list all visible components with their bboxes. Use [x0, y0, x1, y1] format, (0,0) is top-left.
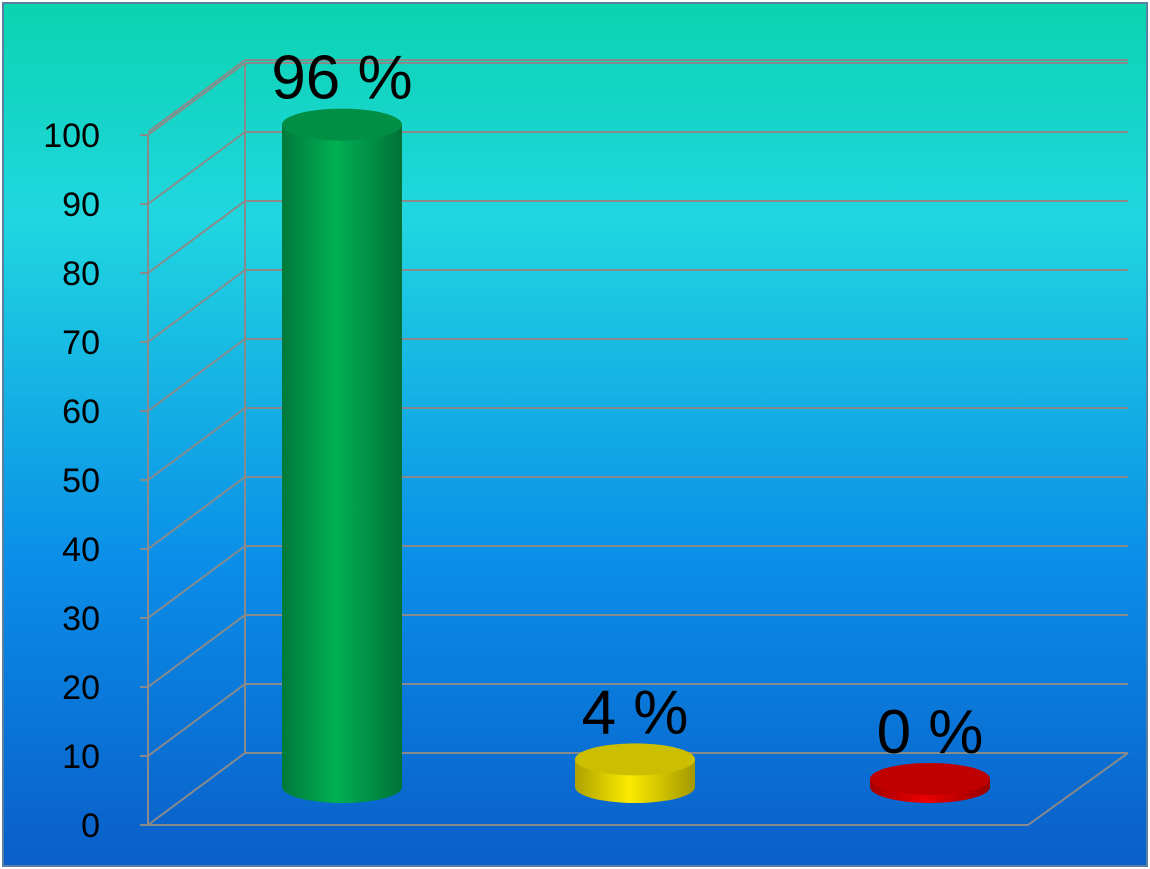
gridline-diagonal	[147, 62, 246, 136]
bar-0	[282, 108, 402, 804]
y-tick-label: 100	[43, 117, 100, 155]
bar-body	[282, 124, 402, 804]
gridline-diagonal	[147, 407, 246, 481]
data-label: 96 %	[271, 44, 412, 113]
gridline-diagonal	[147, 683, 246, 757]
y-tick-label: 50	[62, 462, 100, 500]
y-tick-label: 60	[62, 393, 100, 431]
gridline-diagonal	[147, 269, 246, 343]
gridline-diagonal	[147, 131, 246, 205]
y-tick-label: 70	[62, 324, 100, 362]
gridline-diagonal	[147, 545, 246, 619]
gridline-diagonal	[147, 338, 246, 412]
data-labels: 96 % 4 % 0 %	[271, 44, 983, 767]
y-axis-ticks: 0 10 20 30 40 50 60 70 80 90 100	[43, 117, 100, 845]
gridline-diagonal	[147, 200, 246, 274]
y-tick-label: 0	[81, 807, 100, 845]
bar-top	[282, 108, 402, 141]
y-tick-label: 30	[62, 600, 100, 638]
data-label: 0 %	[877, 698, 984, 767]
gridline-diagonal	[147, 614, 246, 688]
data-label: 4 %	[582, 678, 689, 747]
bar-top	[575, 743, 695, 776]
y-tick-label: 40	[62, 531, 100, 569]
bar-1	[575, 743, 695, 803]
bars	[282, 108, 990, 804]
bar-2	[870, 763, 990, 803]
y-tick-label: 20	[62, 669, 100, 707]
y-tick-label: 10	[62, 738, 100, 776]
gridline-diagonal	[147, 752, 246, 826]
y-tick-label: 80	[62, 255, 100, 293]
floor-right-edge	[1027, 752, 1129, 826]
gridline-diagonal	[147, 476, 246, 550]
bar-top	[870, 763, 990, 795]
y-tick-label: 90	[62, 186, 100, 224]
gridline-diagonal-top	[147, 59, 246, 133]
